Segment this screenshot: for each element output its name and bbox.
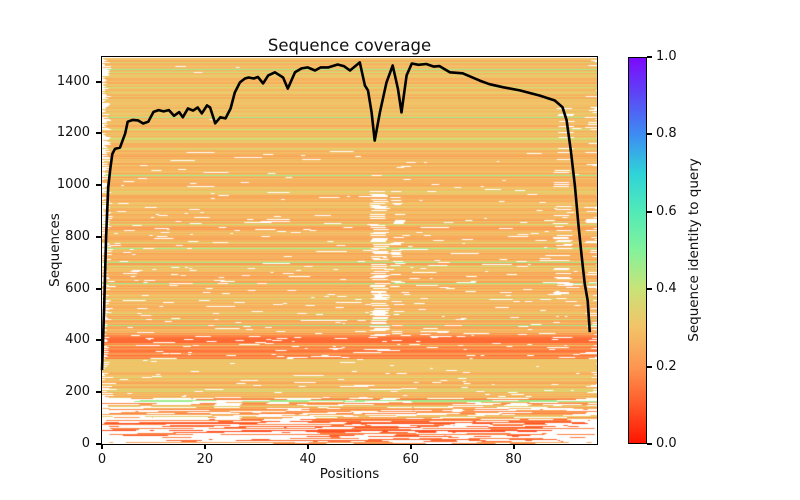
colorbar-tick-label: 1.0 [656, 49, 677, 64]
coverage-line-plot [100, 61, 592, 371]
colorbar-tick-label: 0.8 [656, 126, 677, 142]
colorbar-tick-mark [647, 210, 652, 213]
x-tick-mark [306, 444, 309, 449]
x-tick-mark [101, 444, 103, 449]
x-tick-label: 60 [402, 452, 419, 467]
colorbar-gradient [629, 58, 646, 443]
colorbar-tick-mark [647, 365, 652, 368]
colorbar-tick-mark [647, 288, 652, 291]
colorbar-tick-mark [647, 56, 652, 58]
msa-heatmap-canvas [102, 57, 597, 444]
y-tick-label: 1400 [56, 73, 90, 89]
y-axis-label: Sequences [47, 213, 63, 287]
y-tick-mark [96, 132, 101, 135]
y-tick-mark [96, 235, 101, 238]
colorbar-label: Sequence identity to query [686, 158, 702, 342]
colorbar-tick-label: 0.4 [656, 281, 677, 297]
x-axis-label: Positions [319, 466, 380, 482]
colorbar-tick-mark [647, 443, 652, 445]
x-tick-label: 40 [299, 452, 317, 467]
y-tick-mark [96, 391, 101, 394]
x-tick-label: 20 [196, 452, 214, 467]
y-tick-label: 600 [65, 280, 90, 296]
x-tick-mark [409, 444, 412, 449]
y-tick-label: 200 [65, 384, 90, 400]
coverage-line [100, 61, 592, 371]
y-tick-mark [96, 287, 101, 290]
y-tick-label: 1200 [56, 125, 90, 141]
y-tick-label: 400 [65, 332, 90, 348]
y-tick-mark [96, 80, 101, 83]
y-tick-mark [96, 443, 101, 445]
y-tick-label: 0 [81, 436, 90, 451]
y-tick-label: 1000 [56, 177, 90, 193]
colorbar-tick-mark [647, 133, 652, 136]
colorbar-tick-label: 0.6 [656, 203, 677, 219]
y-tick-mark [96, 339, 101, 342]
plot-area [100, 57, 597, 444]
chart-title: Sequence coverage [267, 36, 432, 55]
colorbar-tick-label: 0.0 [656, 436, 677, 451]
colorbar [628, 57, 647, 444]
x-tick-label: 80 [505, 452, 522, 467]
x-tick-label: 0 [97, 452, 107, 467]
y-tick-label: 800 [65, 228, 90, 244]
x-tick-mark [512, 444, 515, 449]
x-tick-mark [203, 444, 206, 449]
y-tick-mark [96, 184, 101, 187]
colorbar-tick-label: 0.2 [656, 358, 677, 374]
